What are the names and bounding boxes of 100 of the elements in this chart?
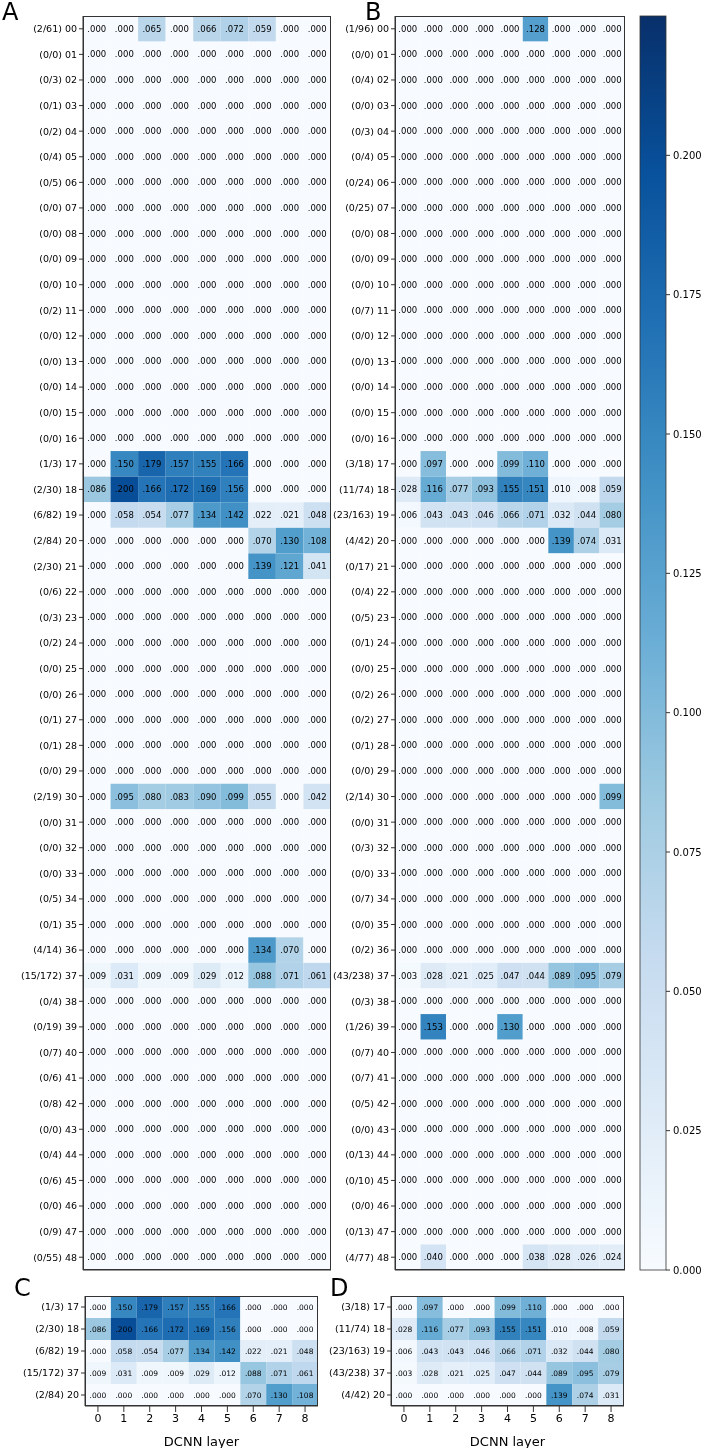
data-label: .000 (449, 1021, 469, 1032)
y-tick-label: (4/77) 48 (345, 1251, 389, 1263)
data-label: .000 (142, 535, 162, 546)
data-label: .000 (307, 1175, 327, 1186)
data-label: .000 (577, 177, 597, 188)
data-label: .000 (225, 382, 245, 393)
data-label: .000 (398, 919, 418, 930)
data-label: .000 (197, 1175, 217, 1186)
data-label: .000 (423, 1201, 443, 1212)
data-label: .000 (169, 1226, 189, 1237)
y-tick-label: (1/3) 17 (41, 1301, 79, 1313)
data-label: .000 (87, 817, 107, 828)
data-label: .000 (577, 254, 597, 265)
y-tick-label: (0/4) 05 (39, 151, 77, 163)
data-label: .000 (197, 612, 217, 623)
data-label: .000 (169, 842, 189, 853)
data-label: .000 (602, 330, 622, 341)
data-label: .000 (551, 458, 571, 469)
data-label: .000 (225, 714, 245, 725)
data-label: .000 (225, 1201, 245, 1212)
data-label: .000 (87, 996, 107, 1007)
data-label: .000 (252, 1226, 272, 1237)
data-label: .000 (280, 484, 300, 495)
y-tick-label: (0/0) 14 (39, 381, 77, 393)
data-label: .000 (114, 1175, 134, 1186)
data-label: .000 (577, 663, 597, 674)
data-label: .000 (602, 382, 622, 393)
data-label: .044 (577, 510, 597, 521)
data-label: .000 (307, 945, 327, 956)
data-label: .000 (423, 279, 443, 290)
data-label: .000 (252, 177, 272, 188)
data-label: .000 (398, 177, 418, 188)
data-label: .000 (577, 100, 597, 111)
data-label: .000 (252, 74, 272, 85)
y-tick-label: (1/96) 00 (345, 23, 389, 35)
x-tick-label: 4 (198, 1411, 205, 1425)
data-label: .000 (142, 868, 162, 879)
data-label: .000 (602, 23, 622, 34)
data-label: .029 (197, 970, 217, 981)
data-label: .000 (526, 177, 546, 188)
data-label: .000 (280, 1124, 300, 1135)
data-label: .071 (280, 970, 300, 981)
data-label: .000 (114, 689, 134, 700)
data-label: .000 (500, 202, 520, 213)
data-label: .000 (474, 1047, 494, 1058)
data-label: .000 (225, 305, 245, 316)
data-label: .000 (169, 330, 189, 341)
data-label: .000 (252, 893, 272, 904)
data-label: .000 (197, 1098, 217, 1109)
data-label: .000 (280, 842, 300, 853)
data-label: .000 (114, 919, 134, 930)
data-label: .000 (526, 228, 546, 239)
data-label: .000 (225, 254, 245, 265)
data-label: .000 (551, 919, 571, 930)
data-label: .000 (280, 663, 300, 674)
data-label: .000 (577, 740, 597, 751)
data-label: .000 (87, 202, 107, 213)
y-tick-label: (0/5) 34 (39, 893, 77, 905)
data-label: .000 (114, 382, 134, 393)
data-label: .000 (280, 433, 300, 444)
data-label: .000 (474, 842, 494, 853)
data-label: .000 (87, 1201, 107, 1212)
data-label: .000 (197, 817, 217, 828)
x-tick-label: 3 (478, 1411, 486, 1425)
data-label: .000 (252, 740, 272, 751)
data-label: .000 (252, 1021, 272, 1032)
data-label: .000 (602, 100, 622, 111)
data-label: .000 (551, 612, 571, 623)
data-label: .000 (551, 305, 571, 316)
data-label: .000 (307, 330, 327, 341)
data-label: .000 (87, 228, 107, 239)
data-label: .006 (398, 510, 418, 521)
y-tick-label: (0/0) 43 (39, 1123, 77, 1135)
data-label: .000 (474, 151, 494, 162)
color-bar-label: 0.150 (673, 428, 702, 440)
data-label: .000 (280, 1226, 300, 1237)
data-label: .000 (280, 254, 300, 265)
data-label: .000 (197, 330, 217, 341)
data-label: .093 (474, 484, 494, 495)
data-label: .000 (474, 305, 494, 316)
data-label: .000 (526, 49, 546, 60)
data-label: .000 (169, 561, 189, 572)
data-label: .000 (197, 382, 217, 393)
data-label: .000 (474, 791, 494, 802)
data-label: .000 (225, 126, 245, 137)
data-label: .000 (449, 1149, 469, 1160)
data-label: .000 (169, 535, 189, 546)
data-label: .000 (225, 151, 245, 162)
data-label: .000 (500, 919, 520, 930)
data-label: .000 (577, 126, 597, 137)
data-label: .000 (577, 842, 597, 853)
data-label: .000 (398, 535, 418, 546)
data-label: .000 (307, 458, 327, 469)
data-label: .000 (398, 689, 418, 700)
data-label: .000 (225, 407, 245, 418)
data-label: .000 (87, 663, 107, 674)
data-label: .000 (526, 1175, 546, 1186)
data-label: .000 (142, 1252, 162, 1263)
data-label: .000 (500, 382, 520, 393)
data-label: .000 (225, 177, 245, 188)
